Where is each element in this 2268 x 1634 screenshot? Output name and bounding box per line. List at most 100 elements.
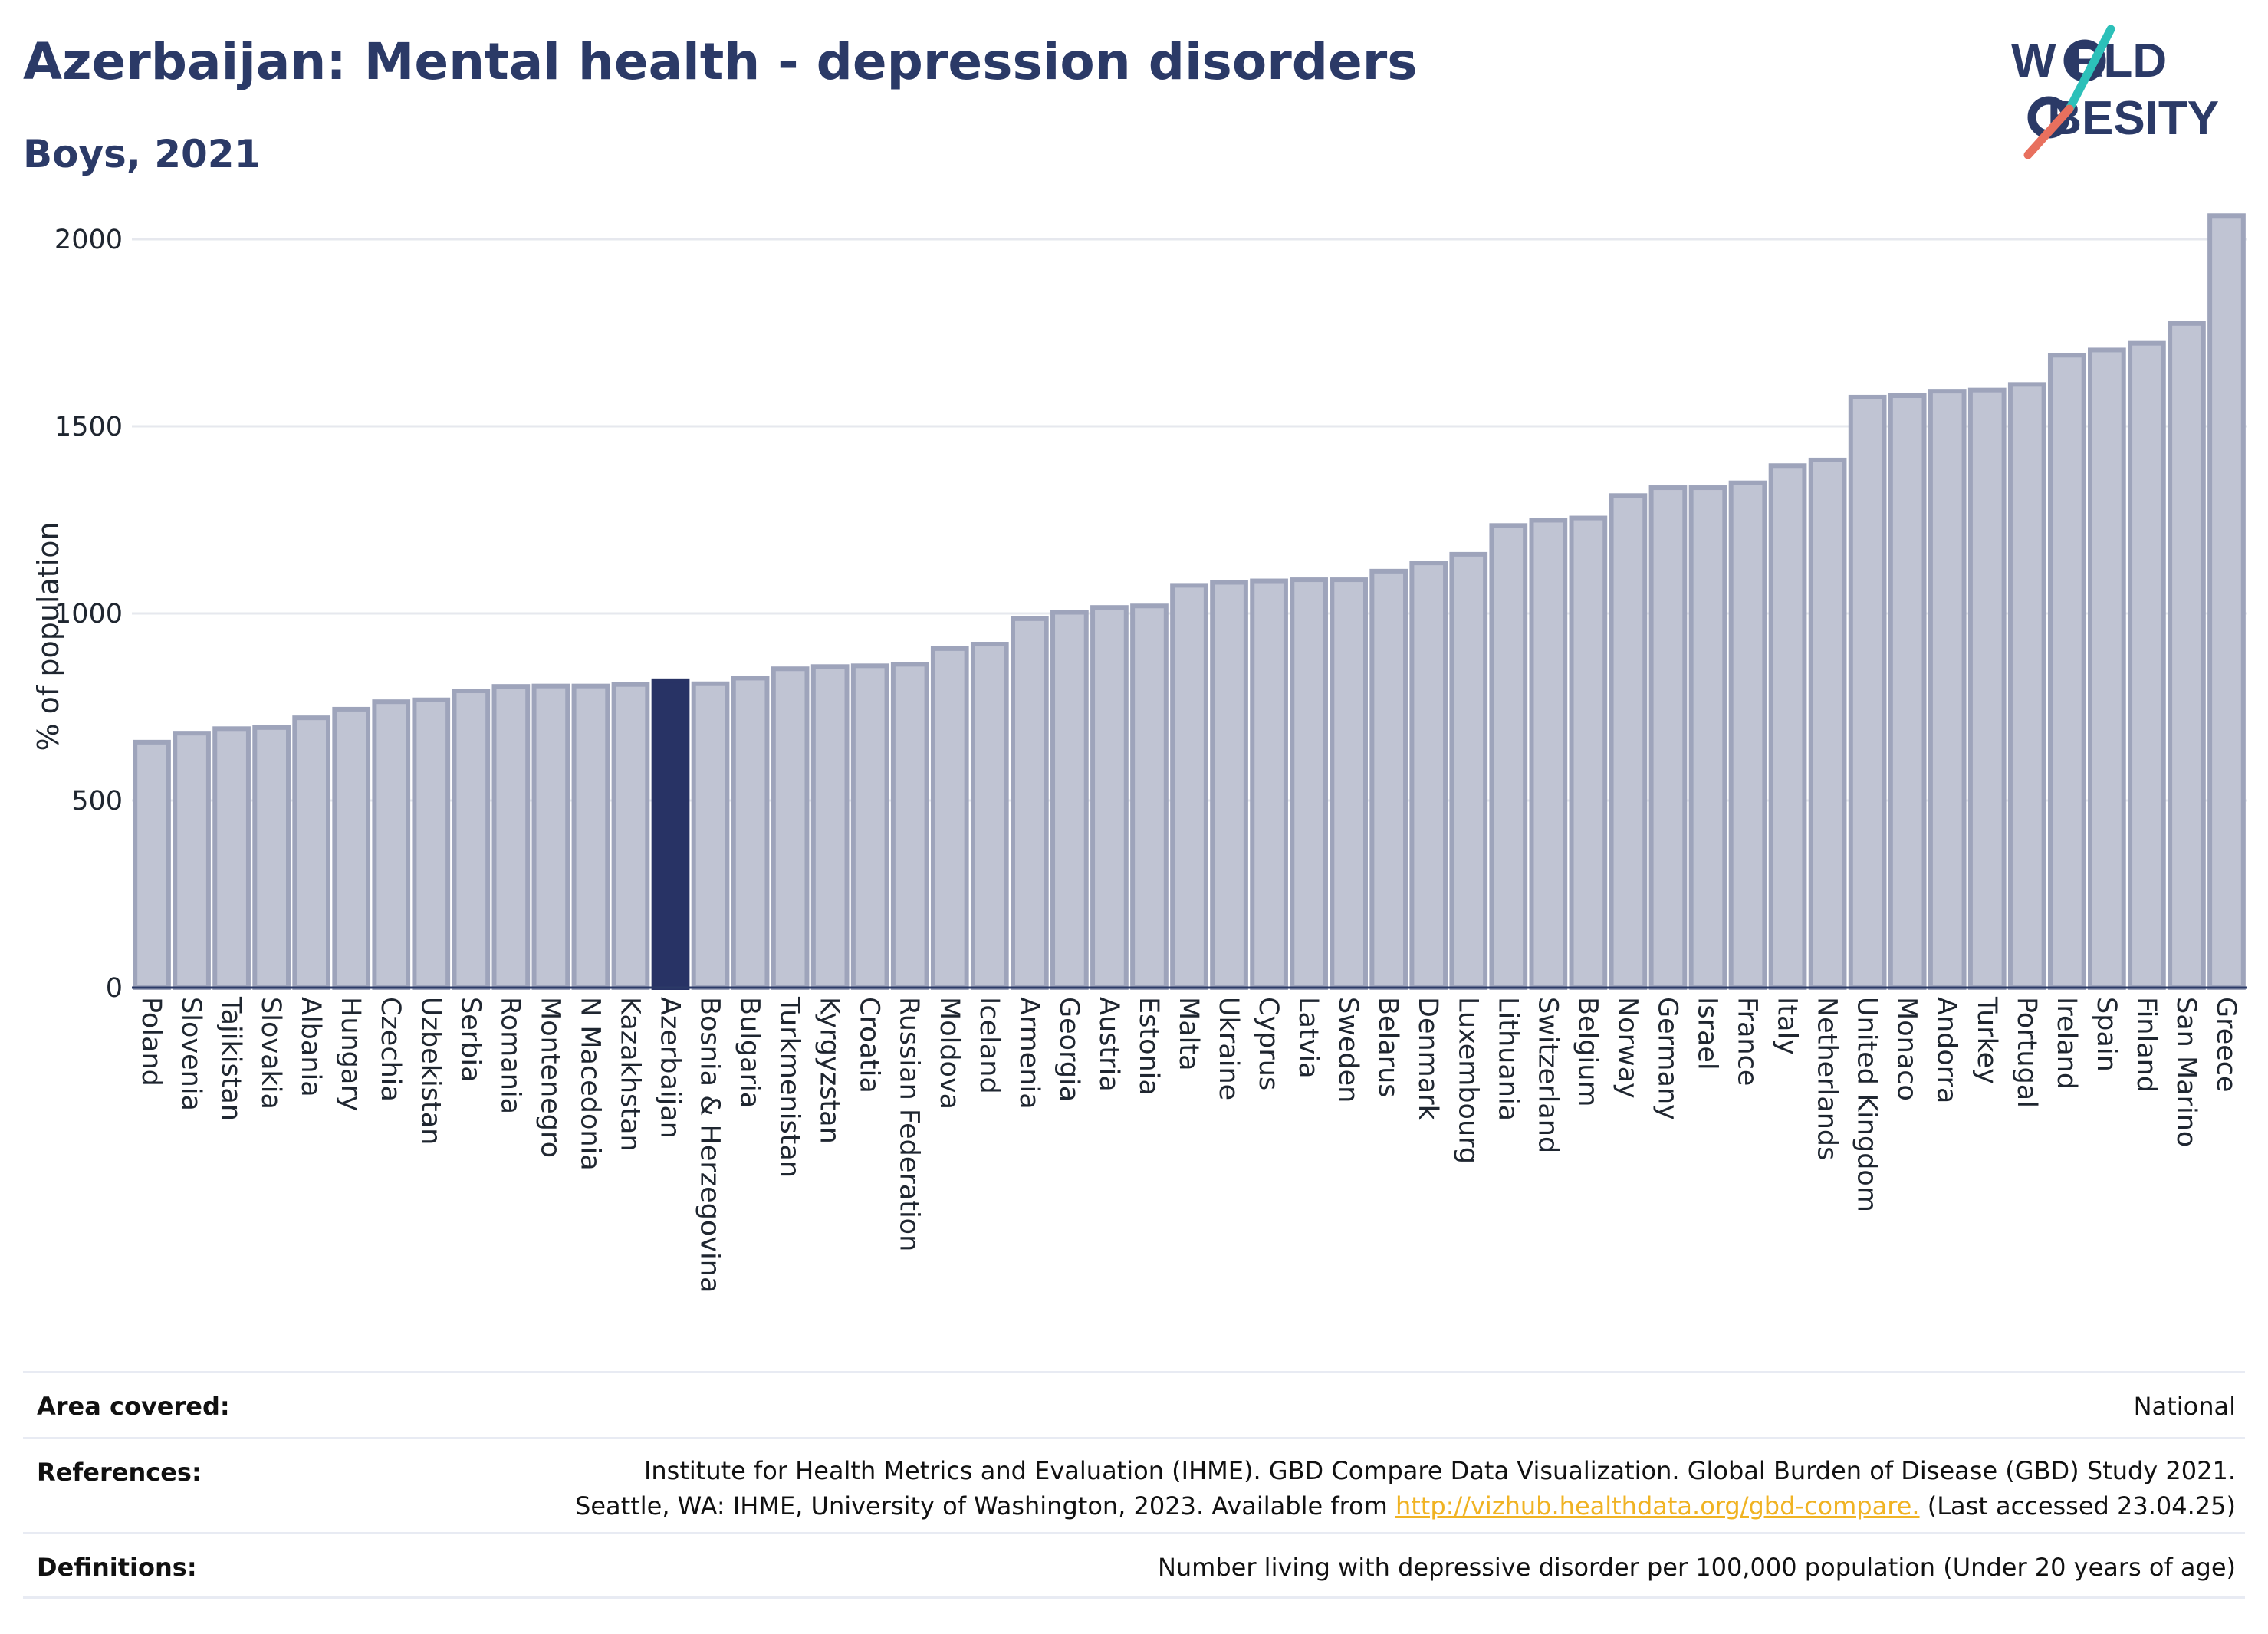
x-tick-label: Croatia xyxy=(854,997,885,1093)
bar-israel[interactable] xyxy=(1688,485,1727,990)
bar-france[interactable] xyxy=(1728,480,1767,990)
x-tick-label: Kazakhstan xyxy=(614,997,645,1152)
x-tick-label: Ukraine xyxy=(1213,997,1244,1100)
bar-ukraine[interactable] xyxy=(1210,580,1248,990)
bar-ireland[interactable] xyxy=(2047,353,2086,990)
bar-cyprus[interactable] xyxy=(1250,578,1288,990)
references-link[interactable]: http://vizhub.healthdata.org/gbd-compare… xyxy=(1395,1491,1920,1521)
bar-portugal[interactable] xyxy=(2007,382,2046,990)
x-tick-label: Montenegro xyxy=(534,997,565,1158)
bar-turkey[interactable] xyxy=(1967,387,2007,990)
bar-germany[interactable] xyxy=(1648,485,1688,990)
y-axis-label: % of population xyxy=(31,521,65,751)
y-tick-label: 500 xyxy=(71,786,123,817)
bar-denmark[interactable] xyxy=(1409,561,1448,990)
bar-sweden[interactable] xyxy=(1330,577,1369,990)
x-tick-label: Austria xyxy=(1093,997,1124,1092)
area-covered-value: National xyxy=(2133,1392,2236,1421)
bar-finland[interactable] xyxy=(2128,340,2166,990)
bar-belgium[interactable] xyxy=(1569,515,1608,990)
x-tick-label: Malta xyxy=(1173,997,1204,1071)
bar-moldova[interactable] xyxy=(930,646,969,990)
x-tick-label: Luxembourg xyxy=(1452,997,1483,1164)
bar-bulgaria[interactable] xyxy=(731,676,770,990)
references-value: Institute for Health Metrics and Evaluat… xyxy=(575,1453,2236,1524)
bar-monaco[interactable] xyxy=(1888,393,1927,990)
x-tick-label: Ireland xyxy=(2051,997,2082,1090)
bar-turkmenistan[interactable] xyxy=(771,666,810,990)
y-axis-ticks: 0 500 1000 1500 2000 xyxy=(54,225,123,1004)
bar-spain[interactable] xyxy=(2088,347,2126,990)
x-tick-label: Sweden xyxy=(1333,997,1363,1103)
x-tick-label: Azerbaijan xyxy=(655,997,685,1139)
bar-latvia[interactable] xyxy=(1290,577,1328,990)
bar-estonia[interactable] xyxy=(1130,603,1169,990)
bar-slovakia[interactable] xyxy=(252,725,291,991)
x-tick-label: Lithuania xyxy=(1492,997,1523,1121)
x-tick-label: Monaco xyxy=(1892,997,1922,1101)
bar-andorra[interactable] xyxy=(1928,389,1967,990)
bar-belarus[interactable] xyxy=(1369,568,1408,990)
x-tick-label: Kyrgyzstan xyxy=(814,997,845,1144)
bar-italy[interactable] xyxy=(1768,463,1807,990)
info-row-definitions: Definitions: Number living with depressi… xyxy=(23,1532,2245,1599)
bar-norway[interactable] xyxy=(1609,493,1648,990)
bar-switzerland[interactable] xyxy=(1529,518,1568,990)
x-tick-label: Hungary xyxy=(335,997,366,1111)
bar-lithuania[interactable] xyxy=(1489,523,1528,990)
x-tick-label: Spain xyxy=(2091,997,2122,1072)
definitions-value: Number living with depressive disorder p… xyxy=(1157,1553,2236,1582)
x-tick-label: France xyxy=(1732,997,1763,1086)
x-tick-label: Norway xyxy=(1612,997,1642,1099)
bar-uzbekistan[interactable] xyxy=(412,697,451,991)
bar-albania[interactable] xyxy=(292,715,331,990)
x-tick-label: Germany xyxy=(1652,997,1682,1120)
x-tick-label: Denmark xyxy=(1412,997,1443,1121)
x-tick-label: Estonia xyxy=(1133,997,1164,1096)
info-table-bottom-border xyxy=(23,1596,2245,1599)
x-tick-label: Netherlands xyxy=(1812,997,1842,1160)
bar-san-marino[interactable] xyxy=(2168,321,2206,990)
bar-iceland[interactable] xyxy=(970,642,1009,990)
bar-montenegro[interactable] xyxy=(531,683,570,990)
world-obesity-logo: W RLD BESITY xyxy=(2011,25,2219,159)
bar-kyrgyzstan[interactable] xyxy=(810,664,850,991)
bar-chart: 0 500 1000 1500 2000 Poland Slovenia Tajikista… xyxy=(31,213,2247,1293)
x-tick-label: Armenia xyxy=(1014,997,1044,1110)
x-tick-label: Bulgaria xyxy=(735,997,765,1108)
bar-czechia[interactable] xyxy=(372,699,411,991)
bar-azerbaijan[interactable] xyxy=(651,678,690,991)
bar-romania[interactable] xyxy=(491,684,531,990)
x-tick-label: United Kingdom xyxy=(1852,997,1882,1212)
bar-greece[interactable] xyxy=(2207,213,2246,991)
x-axis-labels: Poland Slovenia Tajikistan Slovakia Albania H… xyxy=(136,996,2241,1293)
bar-hungary[interactable] xyxy=(332,706,371,990)
references-line-1: Institute for Health Metrics and Evaluat… xyxy=(643,1456,2236,1485)
bar-armenia[interactable] xyxy=(1010,616,1049,990)
bar-united-kingdom[interactable] xyxy=(1848,394,1887,990)
x-tick-label: Cyprus xyxy=(1253,997,1284,1090)
bar-georgia[interactable] xyxy=(1050,610,1089,990)
bar-malta[interactable] xyxy=(1170,583,1208,990)
x-tick-label: Poland xyxy=(136,997,166,1087)
x-tick-label: Uzbekistan xyxy=(415,997,445,1145)
x-tick-label: Iceland xyxy=(974,997,1004,1094)
bar-n-macedonia[interactable] xyxy=(571,683,610,990)
bar-poland[interactable] xyxy=(133,739,171,990)
x-tick-label: Belarus xyxy=(1372,997,1403,1098)
chart-subtitle: Boys, 2021 xyxy=(23,132,261,176)
x-tick-label: N Macedonia xyxy=(574,997,605,1171)
bar-austria[interactable] xyxy=(1090,605,1129,991)
bar-kazakhstan[interactable] xyxy=(611,682,650,990)
bar-slovenia[interactable] xyxy=(173,731,211,990)
x-tick-label: Israel xyxy=(1691,997,1722,1070)
bar-serbia[interactable] xyxy=(452,689,491,990)
bar-croatia[interactable] xyxy=(850,663,889,990)
bar-luxembourg[interactable] xyxy=(1449,551,1488,990)
bar-russian-federation[interactable] xyxy=(890,662,929,990)
bar-netherlands[interactable] xyxy=(1808,457,1847,990)
references-accessed: (Last accessed 23.04.25) xyxy=(1919,1491,2236,1521)
bar-tajikistan[interactable] xyxy=(212,726,251,991)
bar-bosnia-herzegovina[interactable] xyxy=(691,681,730,991)
x-tick-label: Tajikistan xyxy=(215,996,246,1121)
